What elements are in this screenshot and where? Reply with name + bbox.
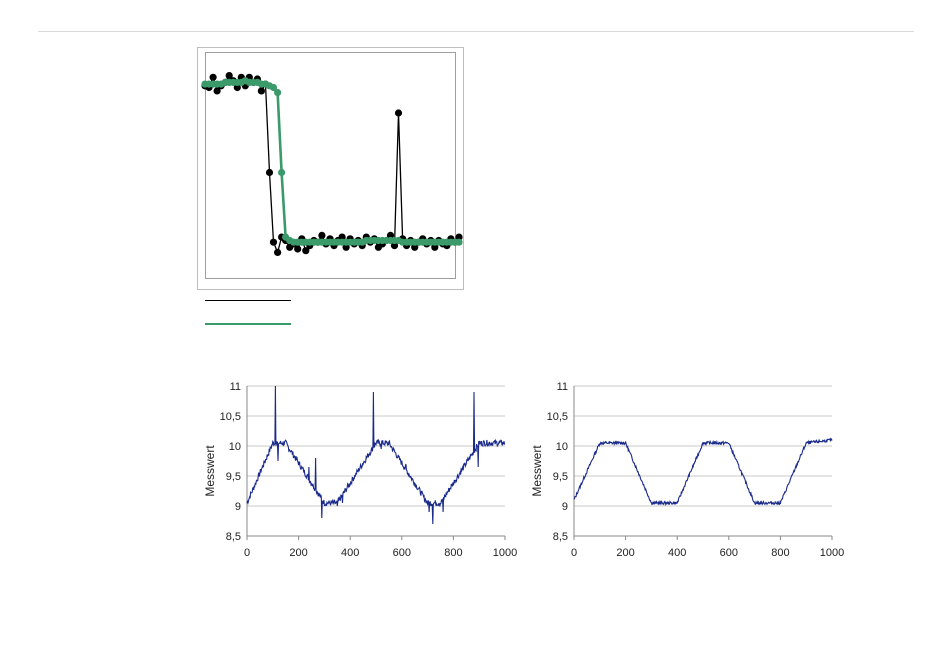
chart-outer-frame (197, 47, 464, 290)
y-tick-label: 11 (557, 381, 568, 393)
noisy-signal-chart: 8,5 9 9,5 10 10,5 11 0 200 400 600 800 1000 Messwert (203, 381, 517, 559)
x-tick-label: 400 (341, 547, 359, 559)
x-tick-label: 1000 (493, 547, 517, 559)
data-point-raw (209, 73, 217, 81)
legend-item-filtered (205, 323, 291, 325)
data-point-raw (386, 231, 395, 239)
x-tick-label: 0 (571, 547, 577, 559)
data-point-raw (213, 87, 221, 95)
y-tick-label: 9,5 (226, 471, 241, 483)
legend (205, 300, 295, 330)
data-point-raw (411, 243, 419, 251)
y-axis-label: Messwert (203, 445, 217, 497)
signal-line (246, 385, 506, 525)
data-point-raw (302, 247, 310, 255)
y-tick-label: 10 (556, 441, 568, 453)
filtered-signal-chart: 8,5 9 9,5 10 10,5 11 0 200 400 600 800 1000 Messwert (530, 381, 844, 559)
x-tick-label: 200 (616, 547, 634, 559)
x-tick-label: 800 (771, 547, 789, 559)
data-point-filtered (274, 89, 282, 97)
data-point-raw (274, 248, 282, 256)
plot-area-frame (205, 52, 456, 279)
y-axis-label: Messwert (530, 445, 544, 497)
data-point-raw (338, 233, 346, 241)
y-tick-label: 10 (229, 441, 241, 453)
y-tick-label: 10,5 (547, 411, 568, 423)
data-point-raw (342, 243, 350, 251)
data-point-raw (318, 231, 326, 239)
x-tick-label: 600 (393, 547, 411, 559)
x-tick-label: 200 (289, 547, 307, 559)
x-tick-label: 800 (444, 547, 462, 559)
data-point-raw (265, 168, 274, 177)
x-tick-label: 600 (720, 547, 738, 559)
x-tick-label: 0 (244, 547, 250, 559)
data-point-filtered (278, 168, 286, 177)
data-point-filtered (269, 83, 278, 92)
data-point-raw (394, 109, 403, 117)
data-point-raw (257, 87, 265, 95)
y-tick-label: 9,5 (553, 471, 568, 483)
y-tick-label: 9 (562, 501, 568, 513)
y-tick-label: 8,5 (553, 531, 568, 543)
data-point-raw (390, 242, 399, 250)
data-point-raw (455, 233, 463, 241)
x-tick-label: 400 (668, 547, 686, 559)
legend-item-raw (205, 300, 291, 301)
data-point-raw (269, 238, 278, 246)
data-point-raw (233, 83, 241, 92)
data-point-raw (294, 245, 302, 253)
y-tick-label: 9 (235, 501, 241, 513)
x-tick-label: 1000 (820, 547, 844, 559)
y-tick-label: 8,5 (226, 531, 241, 543)
step-response-chart (197, 47, 464, 290)
y-tick-label: 10,5 (220, 411, 241, 423)
y-tick-label: 11 (230, 381, 241, 393)
data-point-raw (225, 72, 233, 80)
data-point-filtered (455, 238, 463, 246)
header-divider (38, 31, 914, 32)
data-point-raw (431, 243, 439, 251)
signal-line (573, 437, 833, 507)
